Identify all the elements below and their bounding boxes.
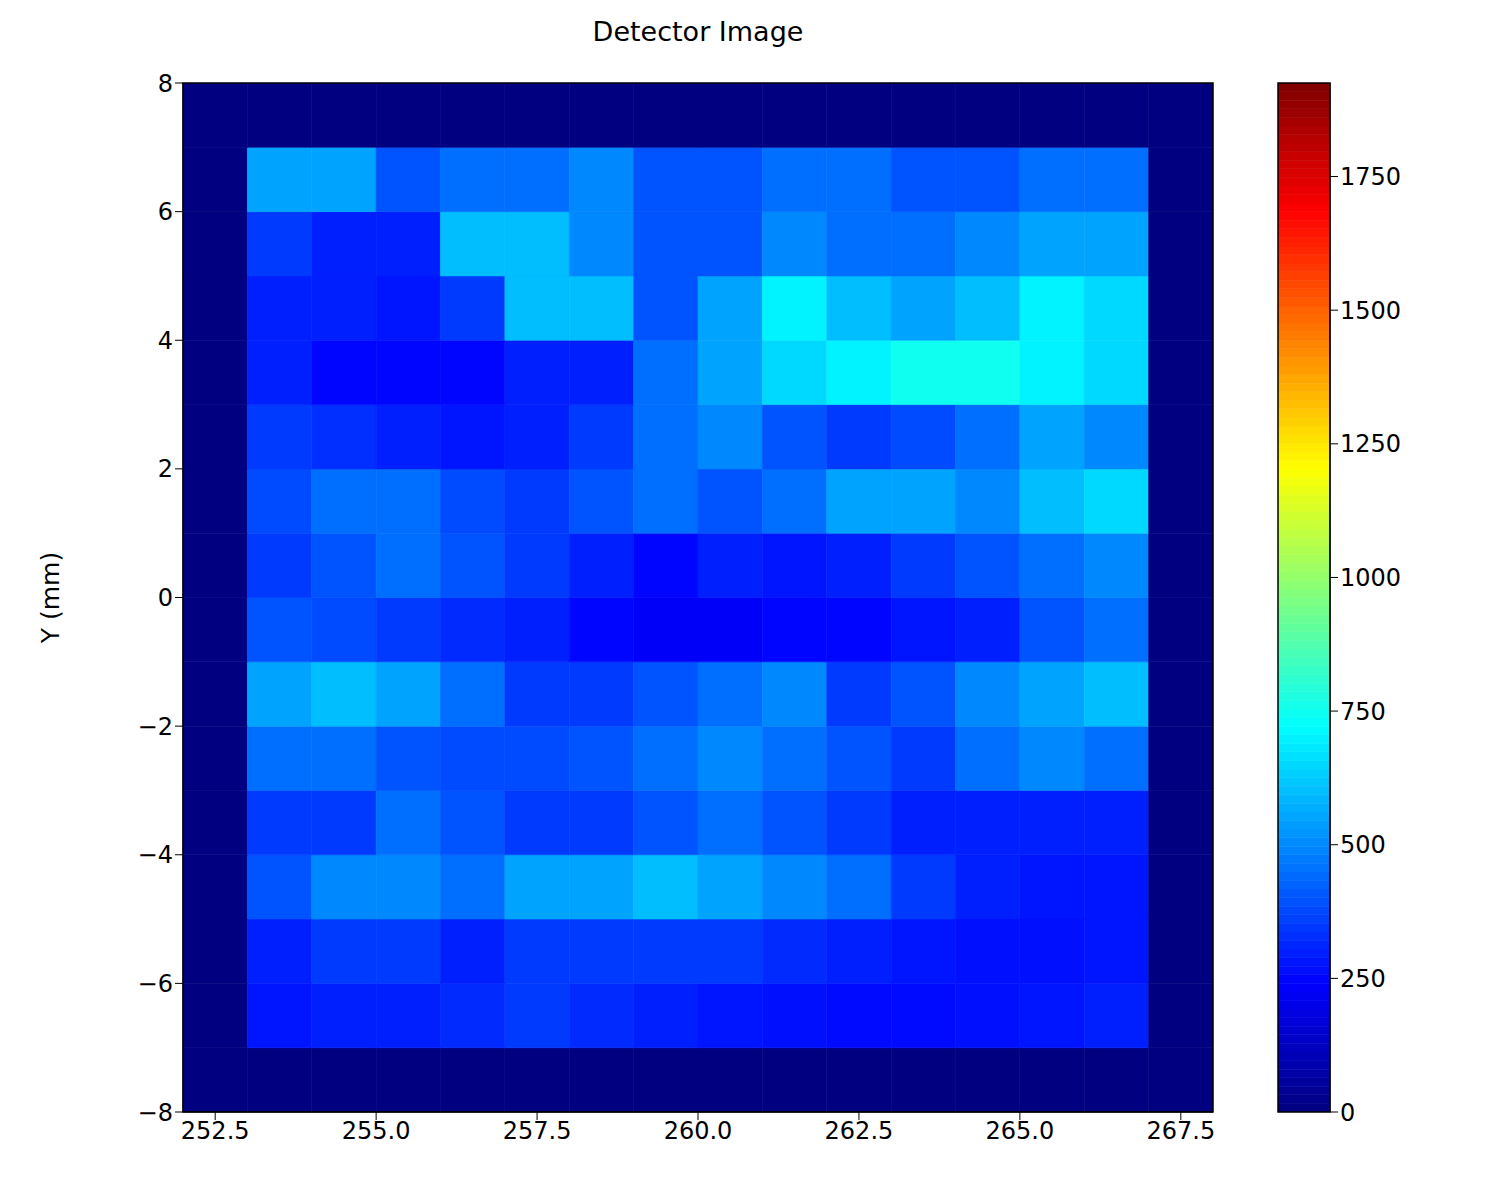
svg-text:1500: 1500: [1340, 297, 1401, 325]
svg-text:Y (mm): Y (mm): [36, 552, 65, 644]
svg-text:750: 750: [1340, 698, 1386, 726]
svg-text:1250: 1250: [1340, 430, 1401, 458]
svg-text:267.5: 267.5: [1146, 1117, 1215, 1145]
svg-text:0: 0: [1340, 1099, 1355, 1127]
svg-text:262.5: 262.5: [825, 1117, 894, 1145]
html-text:Detector Image: Detector Image: [592, 16, 804, 47]
svg-text:2: 2: [158, 455, 173, 483]
svg-text:257.5: 257.5: [503, 1117, 572, 1145]
svg-text:−4: −4: [138, 841, 173, 869]
svg-text:−6: −6: [138, 970, 173, 998]
svg-text:8: 8: [158, 70, 173, 98]
svg-text:4: 4: [158, 327, 173, 355]
svg-text:−8: −8: [138, 1099, 173, 1127]
svg-text:6: 6: [158, 198, 173, 226]
svg-text:−2: −2: [138, 713, 173, 741]
svg-text:260.0: 260.0: [664, 1117, 733, 1145]
svg-text:255.0: 255.0: [342, 1117, 411, 1145]
svg-text:1000: 1000: [1340, 564, 1401, 592]
svg-text:252.5: 252.5: [181, 1117, 250, 1145]
svg-text:500: 500: [1340, 831, 1386, 859]
svg-text:265.0: 265.0: [986, 1117, 1055, 1145]
svg-text:0: 0: [158, 584, 173, 612]
svg-text:250: 250: [1340, 965, 1386, 993]
svg-text:1750: 1750: [1340, 163, 1401, 191]
